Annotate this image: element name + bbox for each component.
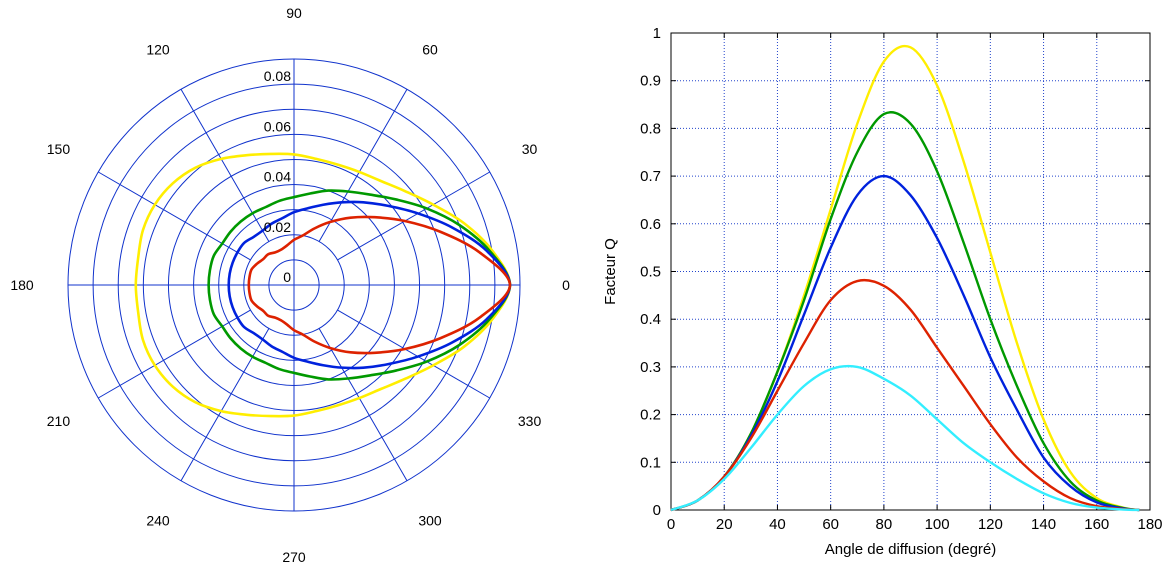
x-axis-label: Angle de diffusion (degré) (825, 541, 997, 558)
polar-angle-label: 30 (522, 141, 538, 157)
polar-grid (67, 58, 521, 512)
polar-series-line (207, 189, 512, 381)
polar-series-line (134, 152, 512, 418)
y-tick-label: 0.4 (640, 311, 661, 328)
x-tick-label: 40 (769, 516, 786, 533)
x-tick-label: 80 (876, 516, 893, 533)
polar-series (134, 152, 512, 418)
polar-spoke (318, 89, 408, 242)
line-series (670, 44, 1140, 512)
line-series-line (670, 278, 1140, 512)
line-series-line (670, 364, 1140, 512)
plot-frame (670, 32, 1151, 511)
polar-angle-label: 120 (146, 41, 170, 57)
x-tick-label: 0 (667, 516, 675, 533)
polar-angle-label: 150 (47, 141, 71, 157)
polar-radius-label: 0 (283, 269, 291, 285)
polar-labels: 0 30 60 90 120 150 180 210 240 270 300 330 0 0.02 0.04… (10, 5, 570, 565)
polar-spoke (337, 171, 490, 261)
line-series-line (670, 111, 1140, 512)
x-tick-label: 120 (978, 516, 1003, 533)
polar-radius-label: 0.08 (264, 68, 291, 84)
line-series-line (670, 174, 1140, 512)
x-tick-label: 60 (822, 516, 839, 533)
polar-spoke (180, 328, 270, 481)
polar-spoke (98, 309, 251, 399)
polar-spoke (318, 328, 408, 481)
polar-radius-label: 0.06 (264, 118, 291, 134)
polar-angle-label: 90 (286, 5, 302, 21)
polar-series-line (247, 215, 512, 355)
polar-chart: 0 30 60 90 120 150 180 210 240 270 300 330 0 0.02 0.04… (10, 5, 570, 565)
line-grid (670, 32, 1151, 511)
y-tick-label: 0.5 (640, 264, 661, 281)
polar-angle-label: 180 (10, 277, 34, 293)
polar-angle-label: 210 (47, 413, 71, 429)
polar-series-line (227, 200, 512, 370)
line-chart: 0 20 40 60 80 100 120 140 160 180 0 0.1 0.2 0.3 0.4 0.5… (602, 25, 1163, 558)
y-axis-label: Facteur Q (602, 238, 619, 305)
y-tick-label: 0 (653, 502, 661, 519)
y-tick-label: 1 (653, 25, 661, 42)
line-series-line (670, 44, 1140, 512)
y-tick-label: 0.1 (640, 454, 661, 471)
polar-radius-label: 0.04 (264, 169, 291, 185)
polar-angle-label: 270 (282, 549, 306, 565)
polar-spoke (337, 309, 490, 399)
polar-angle-label: 0 (562, 277, 570, 293)
y-tick-label: 0.9 (640, 73, 661, 90)
y-tick-label: 0.7 (640, 168, 661, 185)
x-tick-label: 100 (925, 516, 950, 533)
y-tick-label: 0.8 (640, 120, 661, 137)
line-labels: 0 20 40 60 80 100 120 140 160 180 0 0.1 0.2 0.3 0.4 0.5… (640, 25, 1162, 533)
polar-radius-label: 0.02 (264, 219, 291, 235)
polar-angle-label: 240 (146, 513, 170, 529)
y-tick-label: 0.3 (640, 359, 661, 376)
y-tick-label: 0.2 (640, 407, 661, 424)
x-tick-label: 160 (1084, 516, 1109, 533)
polar-angle-label: 300 (418, 513, 442, 529)
y-tick-label: 0.6 (640, 216, 661, 233)
polar-angle-label: 330 (518, 413, 542, 429)
x-tick-label: 20 (716, 516, 733, 533)
x-tick-label: 140 (1031, 516, 1056, 533)
polar-spoke (180, 89, 270, 242)
polar-spoke (98, 171, 251, 261)
x-tick-label: 180 (1137, 516, 1162, 533)
polar-angle-label: 60 (422, 41, 438, 57)
